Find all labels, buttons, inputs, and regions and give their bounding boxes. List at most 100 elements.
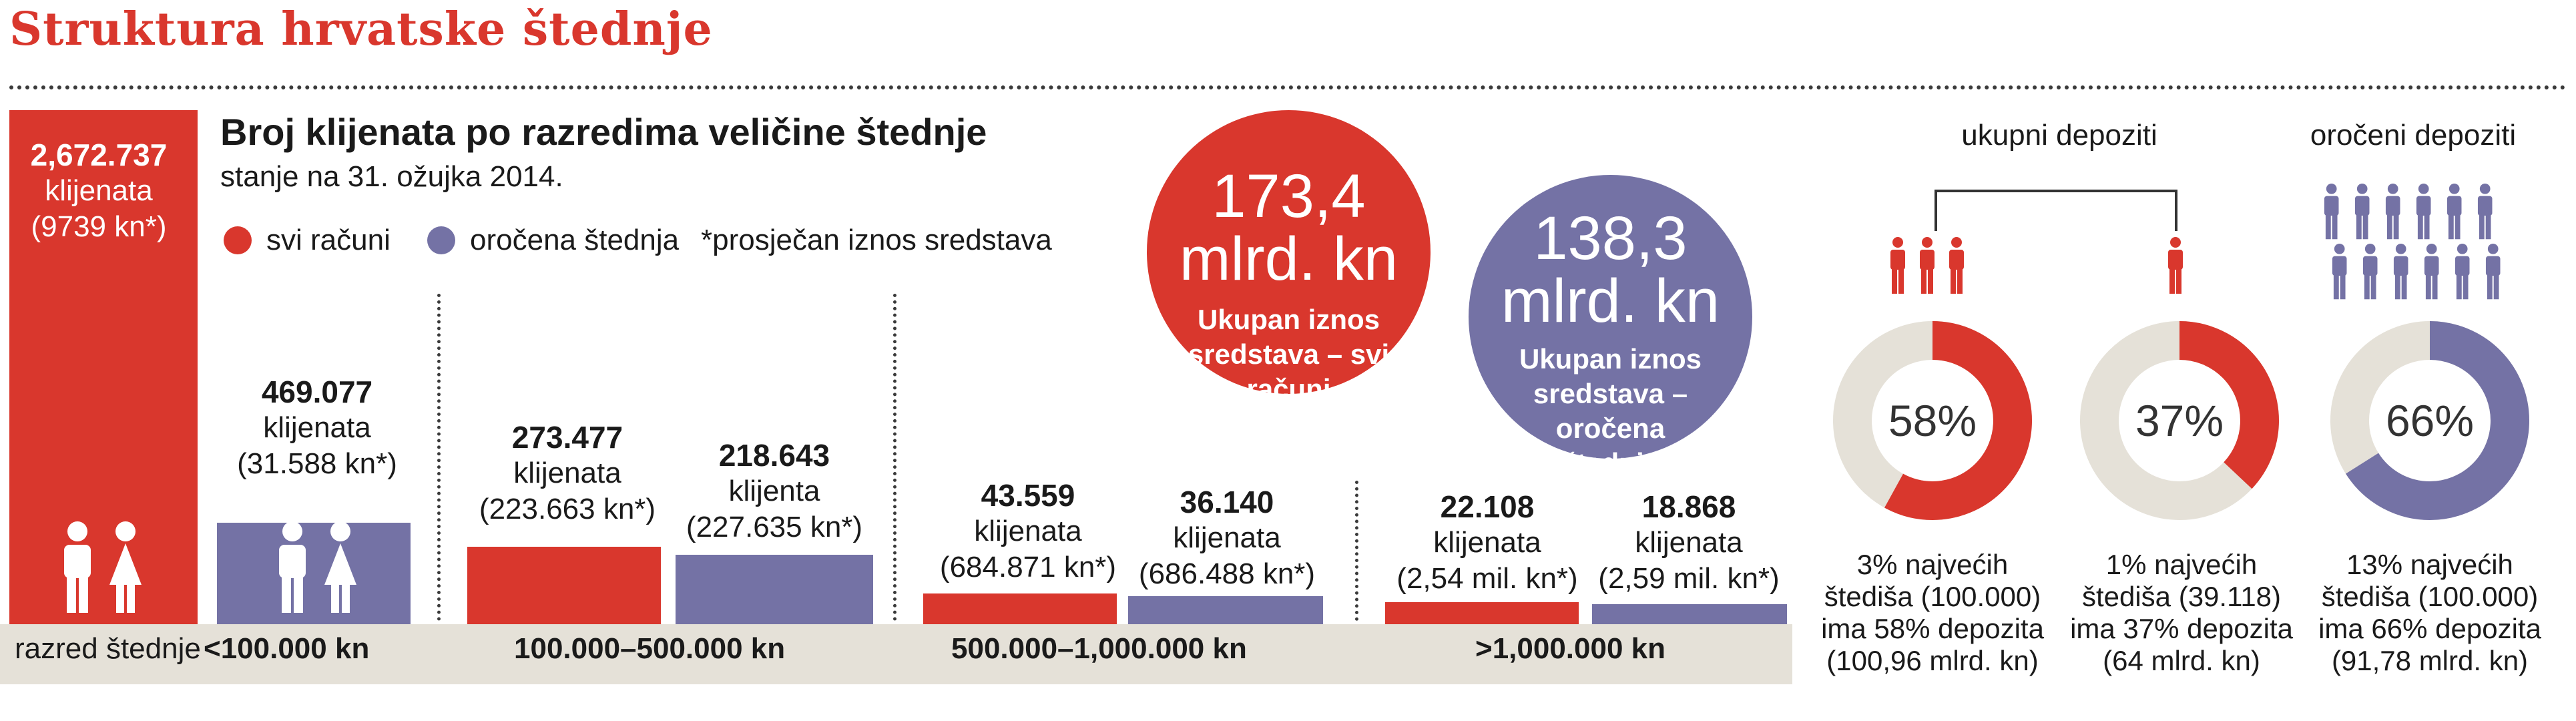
total-all-caption-3: računi (1246, 373, 1331, 405)
people-crowd-icon (2324, 183, 2501, 300)
donut-percent-label: 37% (2135, 396, 2224, 445)
donut-note-line: štediša (100.000) (1824, 581, 2041, 612)
group-divider-2 (893, 294, 896, 621)
donut-note-line: ima 37% depozita (2070, 613, 2293, 644)
donut-note-line: (100,96 mlrd. kn) (1826, 645, 2039, 676)
total-term-unit: mlrd. kn (1501, 267, 1720, 335)
bar-label-number: 36.140 (1180, 485, 1274, 519)
donut-arc (1833, 321, 2032, 520)
group-divider-1 (437, 294, 441, 621)
total-term-caption-1: Ukupan iznos (1519, 343, 1702, 375)
page-title: Struktura hrvatske štednje (9, 3, 713, 56)
category-label-3: >1,000.000 kn (1475, 632, 1666, 665)
bar-label-all-lt100k: 2,672.737 klijenata (9739 kn*) (31, 137, 168, 245)
bar-label-average: (227.635 kn*) (686, 511, 863, 543)
chart-subtitle: Broj klijenata po razredima veličine šte… (220, 111, 987, 153)
donut-note-1: 1% najvećih štediša (39.118) ima 37% dep… (2070, 549, 2293, 677)
total-all-caption-1: Ukupan iznos (1197, 304, 1380, 335)
bar-label-average: (223.663 kn*) (479, 493, 656, 525)
bar-label-average: (684.871 kn*) (939, 551, 1117, 583)
donut-note-line: 13% najvećih (2346, 549, 2513, 580)
bar-label-all-gt1m: 22.108 klijenata (2,54 mil. kn*) (1396, 489, 1577, 597)
bar-label-number: 469.077 (261, 375, 373, 409)
bar-label-all-100k-500k: 273.477 klijenata (223.663 kn*) (479, 419, 656, 527)
donut-note-line: ima 58% depozita (1821, 613, 2044, 644)
donut-charts: 58% 37% 66% (1833, 321, 2529, 520)
bar-all-accounts-gt1m (1385, 602, 1579, 624)
total-term-caption-2: sredstava – (1533, 378, 1688, 409)
bar-label-average: (9739 kn*) (31, 210, 167, 243)
donut-note-line: ima 66% depozita (2318, 613, 2541, 644)
category-label-2: 500.000–1,000.000 kn (951, 632, 1247, 665)
legend-blue-dot (427, 226, 455, 254)
donut-arc (2330, 321, 2529, 520)
people-group-icon (1890, 237, 1964, 294)
bar-label-number: 273.477 (511, 420, 623, 455)
bar-label-number: 218.643 (718, 438, 830, 473)
donut-note-line: 3% najvećih (1856, 549, 2009, 580)
term-deposits-label: oročeni depoziti (2310, 119, 2517, 152)
bar-all-accounts-100k-500k (467, 547, 661, 624)
total-deposits-label: ukupni depoziti (1961, 119, 2157, 152)
donut-note-line: 1% najvećih (2105, 549, 2258, 580)
total-term-caption-4: štednja (1561, 447, 1660, 479)
legend-term-savings: oročena štednja (427, 224, 679, 257)
bar-label-average: (2,54 mil. kn*) (1396, 562, 1578, 595)
total-all-unit: mlrd. kn (1179, 225, 1398, 293)
donut-note-line: (64 mlrd. kn) (2103, 645, 2260, 676)
donut-percent-label: 66% (2386, 396, 2474, 445)
bar-label-average: (686.488 kn*) (1138, 557, 1316, 590)
bar-label-unit: klijenata (1635, 526, 1743, 559)
band-title: razred štednje (15, 632, 201, 665)
donut-note-line: štediša (100.000) (2321, 581, 2539, 612)
bar-label-average: (2,59 mil. kn*) (1598, 562, 1780, 595)
people-icon-term (279, 521, 356, 613)
bar-label-term-100k-500k: 218.643 klijenta (227.635 kn*) (686, 437, 862, 545)
bar-term-savings-gt1m (1592, 604, 1787, 624)
bar-label-term-lt100k: 469.077 klijenata (31.588 kn*) (237, 374, 397, 482)
bar-term-savings-500k-1m (1128, 595, 1323, 624)
bar-label-number: 2,672.737 (30, 138, 168, 172)
total-term-amount: 138,3 (1533, 204, 1688, 272)
legend-average-note: *prosječan iznos sredstava (701, 224, 1052, 257)
bar-all-accounts-500k-1m (923, 593, 1117, 624)
total-term-savings-circle: 138,3 mlrd. kn Ukupan iznos sredstava – … (1469, 175, 1752, 479)
legend-all-accounts: svi računi (224, 224, 391, 257)
legend-red-dot (224, 226, 252, 254)
donut-total-58: 58% (1833, 321, 2032, 520)
total-all-caption-2: sredstava – svi (1188, 338, 1390, 370)
donut-arc (2080, 321, 2279, 520)
person-icon (2168, 237, 2183, 294)
donut-note-line: (91,78 mlrd. kn) (2331, 645, 2529, 676)
legend-average-note-label: *prosječan iznos sredstava (701, 224, 1052, 256)
legend-all-accounts-label: svi računi (266, 224, 391, 256)
category-band (0, 624, 1792, 684)
donut-note-line: štediša (39.118) (2081, 581, 2282, 612)
total-term-caption-3: oročena (1555, 413, 1665, 444)
group-divider-3 (1355, 481, 1358, 621)
total-all-accounts-circle: 173,4 mlrd. kn Ukupan iznos sredstava – … (1147, 110, 1431, 405)
bar-label-number: 18.868 (1641, 489, 1736, 524)
bar-label-unit: klijenata (1433, 526, 1541, 559)
deposits-bracket (1935, 190, 2177, 231)
donut-note-2: 13% najvećih štediša (100.000) ima 66% d… (2318, 549, 2541, 677)
donut-percent-label: 58% (1888, 396, 1977, 445)
bar-label-unit: klijenata (513, 457, 621, 489)
legend-term-savings-label: oročena štednja (470, 224, 680, 256)
bar-label-term-gt1m: 18.868 klijenata (2,59 mil. kn*) (1598, 489, 1779, 597)
bar-label-unit: klijenata (45, 174, 153, 207)
bar-label-all-500k-1m: 43.559 klijenata (684.871 kn*) (940, 477, 1116, 585)
category-label-0: <100.000 kn (204, 632, 370, 665)
title-divider (9, 85, 2567, 89)
bar-label-unit: klijenata (263, 411, 371, 444)
bar-label-unit: klijenata (974, 515, 1082, 547)
bar-label-unit: klijenata (1173, 521, 1281, 554)
category-label-1: 100.000–500.000 kn (514, 632, 786, 665)
donut-note-0: 3% najvećih štediša (100.000) ima 58% de… (1821, 549, 2044, 677)
bar-label-number: 43.559 (981, 478, 1075, 513)
bar-label-term-500k-1m: 36.140 klijenata (686.488 kn*) (1139, 484, 1315, 592)
bar-term-savings-lt100k (217, 523, 411, 624)
donut-term-66: 66% (2330, 321, 2529, 520)
bar-all-accounts-lt100k (9, 110, 198, 624)
bar-label-number: 22.108 (1440, 489, 1535, 524)
